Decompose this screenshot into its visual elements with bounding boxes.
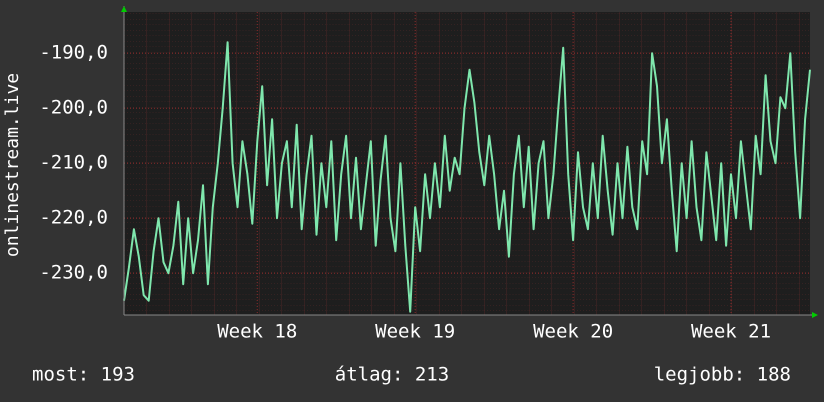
y-arrow [121,6,127,12]
x-arrow [812,312,818,318]
x-tick-label: Week 20 [533,321,613,343]
y-tick-label: -220,0 [39,207,108,229]
data-line [123,41,811,313]
best-value: legjobb: 188 [654,364,791,386]
y-axis-label: onlinestream.live [2,73,23,257]
x-tick-label: Week 18 [217,321,297,343]
y-tick-label: -210,0 [39,152,108,174]
current-value: most: 193 [32,364,135,386]
y-tick-label: -230,0 [39,262,108,284]
average-value: átlag: 213 [335,364,449,386]
x-tick-label: Week 21 [691,321,771,343]
y-tick-label: -190,0 [39,42,108,64]
x-tick-label: Week 19 [375,321,455,343]
y-tick-label: -200,0 [39,97,108,119]
